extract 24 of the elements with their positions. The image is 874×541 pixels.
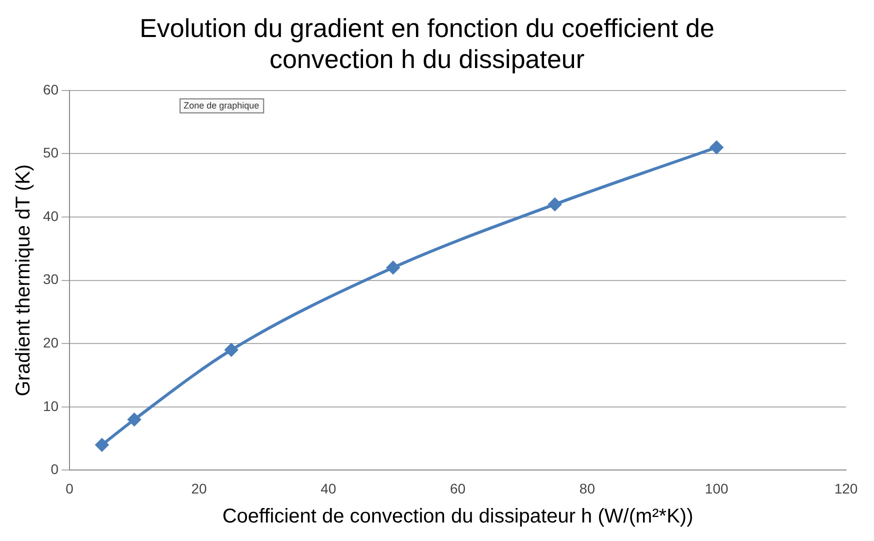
x-tick-label: 0 xyxy=(66,480,74,496)
y-tick-label: 40 xyxy=(42,208,59,224)
x-axis-title: Coefficient de convection du dissipateur h (W/(m²*K)) xyxy=(222,506,694,528)
x-tick-label: 120 xyxy=(834,480,858,496)
point xyxy=(128,413,141,426)
point xyxy=(548,198,562,211)
point xyxy=(386,261,400,274)
point xyxy=(95,438,108,452)
annotation: Zone de graphique xyxy=(184,100,260,110)
point xyxy=(710,140,724,154)
chart-title: Evolution du gradient en fonction du coefficient de convection h du dissipateur xyxy=(140,12,714,74)
y-tick-label: 10 xyxy=(42,398,59,414)
y-tick-label: 50 xyxy=(42,144,59,161)
y-tick-label: 0 xyxy=(50,461,59,478)
y-tick-label: 20 xyxy=(42,334,59,350)
y-axis-title: Gradient thermique dT (K) xyxy=(12,164,35,396)
point xyxy=(224,343,238,356)
x-tick-label: 20 xyxy=(191,480,207,496)
x-tick-label: 40 xyxy=(320,480,336,496)
x-tick-label: 80 xyxy=(579,480,596,496)
y-tick-label: 60 xyxy=(42,81,59,98)
y-tick-label: 30 xyxy=(42,271,59,288)
x-tick-label: 60 xyxy=(450,480,466,496)
x-tick-label: 100 xyxy=(704,480,728,496)
